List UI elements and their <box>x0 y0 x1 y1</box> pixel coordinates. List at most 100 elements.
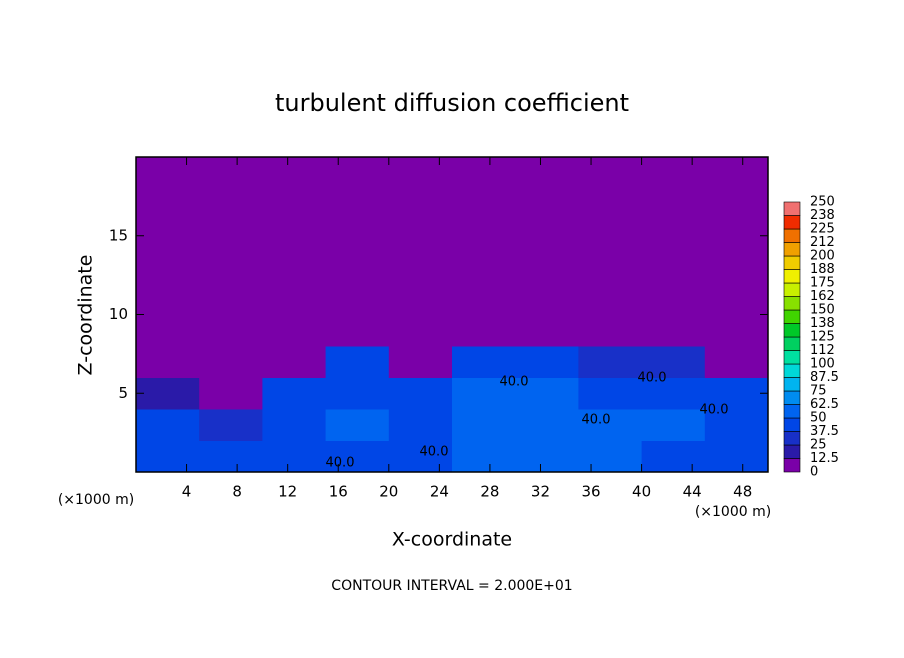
heat-cell <box>704 409 769 441</box>
heat-cell <box>578 377 643 410</box>
heat-cell <box>325 409 390 441</box>
heat-cell <box>641 409 706 441</box>
colorbar-cell <box>783 242 801 257</box>
heat-cell <box>199 346 263 378</box>
heat-cell <box>641 314 706 347</box>
heat-cell <box>325 440 390 473</box>
heat-cell <box>641 377 706 410</box>
contour-label: 40.0 <box>700 403 729 418</box>
colorbar-cell <box>783 431 801 446</box>
x-tick-label: 36 <box>581 483 600 501</box>
colorbar-label: 250 <box>810 195 835 210</box>
heat-cell <box>136 377 200 410</box>
y-tick-label: 15 <box>109 226 128 244</box>
y-tick-label: 5 <box>118 384 128 402</box>
colorbar-label: 75 <box>810 384 827 399</box>
x-tick-label: 20 <box>379 483 398 501</box>
heat-cell <box>452 314 516 347</box>
colorbar-label: 125 <box>810 330 835 345</box>
colorbar-label: 112 <box>810 343 835 358</box>
colorbar-cell <box>783 255 801 270</box>
heat-cell <box>136 157 200 315</box>
colorbar-label: 0 <box>810 465 818 480</box>
colorbar-label: 162 <box>810 289 835 304</box>
x-tick-label: 28 <box>480 483 499 501</box>
colorbar-cell <box>783 363 801 378</box>
heat-cell <box>704 157 769 315</box>
heat-cell <box>262 377 327 410</box>
heat-cell <box>199 409 263 441</box>
heat-cell <box>704 440 769 473</box>
heat-cell <box>136 314 200 347</box>
x-tick-label: 40 <box>632 483 651 501</box>
x-tick-label: 16 <box>329 483 348 501</box>
y-tick-label: 10 <box>109 305 128 323</box>
colorbar-label: 87.5 <box>810 370 839 385</box>
heat-cell <box>515 377 579 410</box>
x-tick-label: 12 <box>278 483 297 501</box>
colorbar-label: 25 <box>810 438 827 453</box>
heat-cell <box>262 157 327 315</box>
x-tick-label: 8 <box>232 483 242 501</box>
contour-label: 40.0 <box>326 456 355 471</box>
colorbar-cell <box>783 377 801 392</box>
heat-cell <box>262 440 327 473</box>
heat-cell <box>452 157 516 315</box>
colorbar-label: 225 <box>810 222 835 237</box>
colorbar-cell <box>783 228 801 243</box>
colorbar-label: 150 <box>810 303 835 318</box>
colorbar-label: 100 <box>810 357 835 372</box>
x-axis-label: X-coordinate <box>392 529 512 551</box>
heat-cell <box>452 440 516 473</box>
heat-cell <box>515 346 579 378</box>
heat-cell <box>262 346 327 378</box>
heat-cell <box>199 314 263 347</box>
heat-cell <box>704 346 769 378</box>
heat-cell <box>325 377 390 410</box>
colorbar-label: 50 <box>810 411 827 426</box>
x-tick-label: 32 <box>531 483 550 501</box>
heat-cell <box>578 314 643 347</box>
colorbar-cell <box>783 404 801 419</box>
heat-cell <box>388 377 453 410</box>
heat-cell <box>325 346 390 378</box>
y-unit: (×1000 m) <box>695 504 771 520</box>
colorbar-label: 62.5 <box>810 397 839 412</box>
colorbar-cell <box>783 296 801 311</box>
heat-cell <box>262 314 327 347</box>
colorbar-cell <box>783 336 801 351</box>
colorbar-label: 138 <box>810 316 835 331</box>
heat-cell <box>578 157 643 315</box>
colorbar-label: 200 <box>810 249 835 264</box>
contour-label: 40.0 <box>582 413 611 428</box>
heat-cell <box>641 346 706 378</box>
contour-label: 40.0 <box>638 371 667 386</box>
heat-cell <box>199 157 263 315</box>
heat-cell <box>262 409 327 441</box>
chart-title: turbulent diffusion coefficient <box>275 89 629 117</box>
heat-cell <box>325 314 390 347</box>
colorbar-cell <box>783 458 801 473</box>
colorbar-cell <box>783 215 801 230</box>
colorbar-cell <box>783 269 801 284</box>
heat-cell <box>452 377 516 410</box>
heat-cell <box>515 314 579 347</box>
heat-cell <box>388 314 453 347</box>
colorbar-cell <box>783 390 801 405</box>
heat-cell <box>578 346 643 378</box>
colorbar-label: 238 <box>810 208 835 223</box>
heat-cell <box>515 440 579 473</box>
heat-cell <box>578 440 643 473</box>
heat-cell <box>515 409 579 441</box>
colorbar-label: 37.5 <box>810 424 839 439</box>
footer-note: CONTOUR INTERVAL = 2.000E+01 <box>331 578 572 594</box>
heat-cell <box>136 440 200 473</box>
heat-cell <box>641 440 706 473</box>
contour-label: 40.0 <box>500 375 529 390</box>
x-unit: (×1000 m) <box>58 492 134 508</box>
heat-cell <box>515 157 579 315</box>
x-tick-label: 24 <box>430 483 449 501</box>
heat-cell <box>641 157 706 315</box>
colorbar-cell <box>783 282 801 297</box>
